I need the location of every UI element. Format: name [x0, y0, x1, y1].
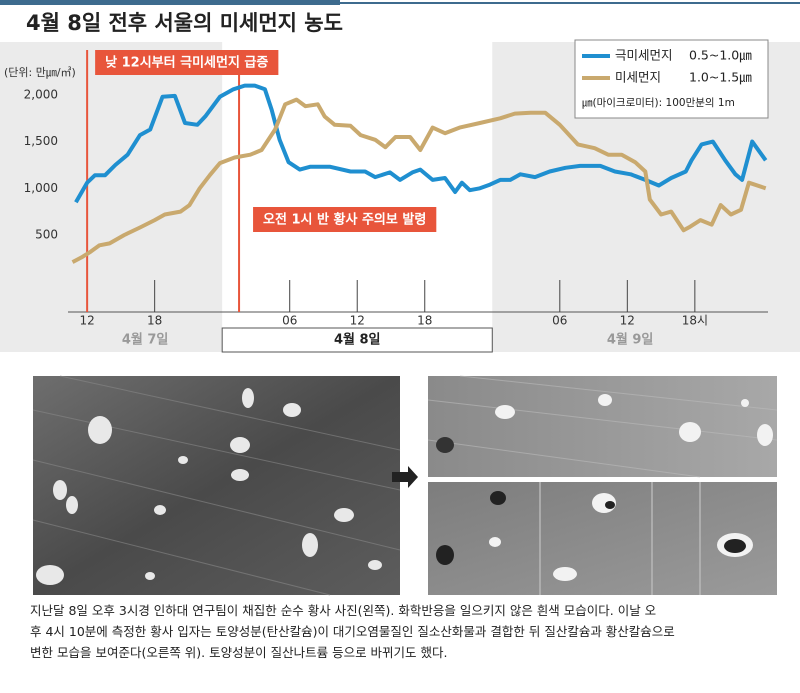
annotation: 오전 1시 반 황사 주의보 발령	[253, 207, 437, 232]
top-rule	[340, 2, 800, 4]
x-group-label: 4월 8일	[334, 332, 381, 348]
x-tick-label: 12	[350, 314, 365, 328]
caption: 지난달 8일 오후 3시경 인하대 연구팀이 채집한 순수 황사 사진(왼쪽).…	[30, 600, 780, 663]
y-tick-label: 2,000	[24, 87, 58, 101]
y-tick-label: 500	[35, 227, 58, 241]
photo-right-bottom	[428, 482, 777, 595]
annotation-box	[253, 207, 437, 232]
x-group-label: 4월 7일	[122, 332, 169, 348]
annotation-text: 오전 1시 반 황사 주의보 발령	[263, 212, 426, 228]
top-bar	[0, 0, 340, 5]
legend-size: 0.5~1.0㎛	[689, 48, 752, 63]
y-tick-label: 1,000	[24, 181, 58, 195]
photos	[32, 375, 778, 596]
caption-line: 변한 모습을 보여준다(오른쪽 위). 토양성분이 질산나트륨 등으로 바뀌기도…	[30, 645, 448, 660]
x-tick-label: 06	[282, 314, 297, 328]
chart-title: 4월 8일 전후 서울의 미세먼지 농도	[26, 11, 343, 35]
photo-left	[32, 375, 401, 596]
x-tick-label: 18시	[682, 314, 708, 328]
y-tick-label: 1,500	[24, 134, 58, 148]
legend-label: 극미세먼지	[615, 48, 673, 63]
legend-note: ㎛(마이크로미터): 100만분의 1m	[582, 97, 735, 109]
caption-line: 지난달 8일 오후 3시경 인하대 연구팀이 채집한 순수 황사 사진(왼쪽).…	[30, 603, 657, 618]
legend-label: 미세먼지	[615, 70, 661, 85]
series-line	[71, 97, 767, 264]
x-tick-label: 12	[79, 314, 94, 328]
annotation: 낮 12시부터 극미세먼지 급증	[95, 50, 279, 75]
chart: 4월 8일 전후 서울의 미세먼지 농도 (단위: 만㎛/㎥) 4월 7일 4월 …	[0, 0, 800, 353]
caption-line: 후 4시 10분에 측정한 황사 입자는 토양성분(탄산칼슘)이 대기오염물질인…	[30, 624, 675, 639]
photo-right-top	[427, 375, 778, 478]
group-box	[221, 327, 493, 353]
x-tick-label: 06	[552, 314, 567, 328]
x-tick-label: 12	[620, 314, 635, 328]
x-tick-label: 18	[147, 314, 162, 328]
arrow	[392, 466, 418, 488]
series-line	[74, 83, 768, 204]
annotation-text: 낮 12시부터 극미세먼지 급증	[105, 55, 268, 71]
x-tick-label: 18	[417, 314, 432, 328]
legend-size: 1.0~1.5㎛	[689, 70, 752, 85]
y-unit-label: (단위: 만㎛/㎥)	[4, 66, 76, 79]
annotation-box	[95, 50, 279, 75]
x-group-label: 4월 9일	[607, 332, 654, 348]
